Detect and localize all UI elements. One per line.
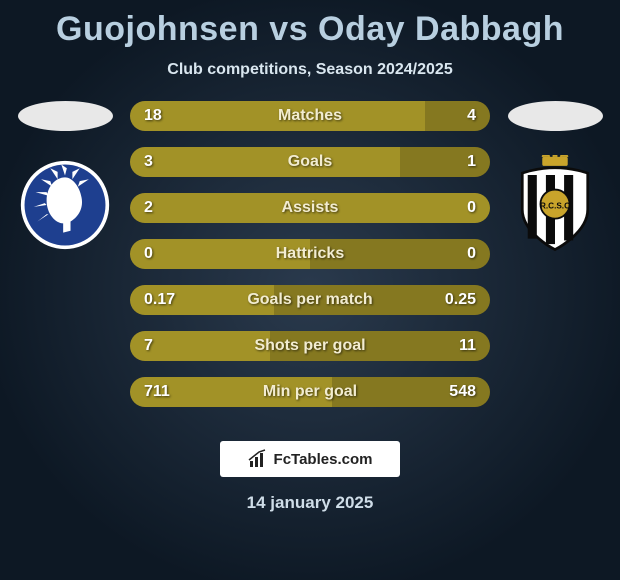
player-left-photo	[18, 101, 113, 131]
stat-row: 184Matches	[130, 101, 490, 131]
chart-icon	[248, 449, 268, 469]
stat-label: Goals	[130, 147, 490, 177]
date-text: 14 january 2025	[0, 493, 620, 513]
stat-label: Matches	[130, 101, 490, 131]
branding-text: FcTables.com	[274, 451, 373, 468]
branding-badge: FcTables.com	[220, 441, 400, 477]
stat-row: 711Shots per goal	[130, 331, 490, 361]
stat-row: 0.170.25Goals per match	[130, 285, 490, 315]
subtitle: Club competitions, Season 2024/2025	[0, 61, 620, 79]
stat-row: 31Goals	[130, 147, 490, 177]
svg-text:R.C.S.C: R.C.S.C	[540, 202, 570, 211]
player-right-photo	[508, 101, 603, 131]
stat-label: Min per goal	[130, 377, 490, 407]
stats-list: 184Matches 31Goals 20Assists 00Hattricks 0.1…	[130, 101, 490, 423]
player-right-column: R.C.S.C	[500, 101, 610, 251]
stat-row: 00Hattricks	[130, 239, 490, 269]
comparison-panel: 184Matches 31Goals 20Assists 00Hattricks 0.1…	[0, 101, 620, 423]
player-left-column	[10, 101, 120, 251]
club-left-logo	[19, 159, 111, 251]
stat-row: 711548Min per goal	[130, 377, 490, 407]
page-title: Guojohnsen vs Oday Dabbagh	[0, 0, 620, 49]
stat-label: Hattricks	[130, 239, 490, 269]
club-right-logo: R.C.S.C	[509, 159, 601, 251]
stat-label: Shots per goal	[130, 331, 490, 361]
stat-label: Assists	[130, 193, 490, 223]
stat-row: 20Assists	[130, 193, 490, 223]
stat-label: Goals per match	[130, 285, 490, 315]
